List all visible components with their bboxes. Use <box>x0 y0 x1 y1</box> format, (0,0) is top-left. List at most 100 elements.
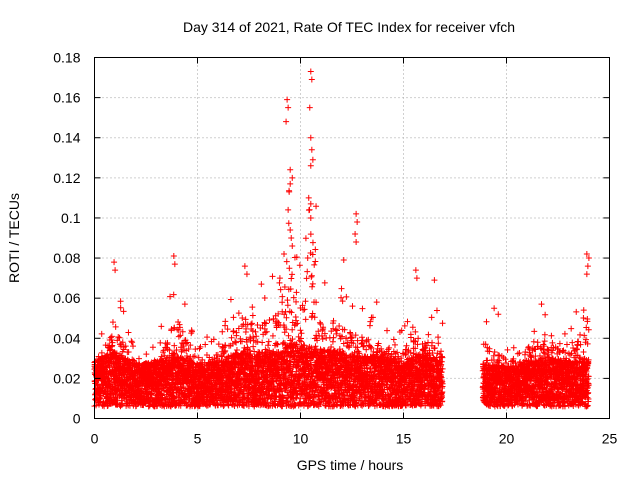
data-point <box>309 239 316 246</box>
data-point <box>281 329 288 336</box>
data-point <box>117 298 124 305</box>
data-point <box>284 302 291 309</box>
data-point <box>249 320 256 327</box>
data-point <box>135 355 142 362</box>
data-point <box>249 304 256 311</box>
data-point <box>157 339 164 346</box>
data-point <box>227 296 234 303</box>
data-point <box>192 346 199 353</box>
data-point <box>132 370 139 377</box>
data-point <box>117 304 124 311</box>
data-point <box>312 258 319 265</box>
data-point <box>252 328 259 335</box>
data-point <box>130 343 137 350</box>
data-point <box>306 206 313 213</box>
data-point <box>230 314 237 321</box>
data-point <box>338 294 345 301</box>
data-point <box>233 339 240 346</box>
data-point <box>308 272 315 279</box>
data-point <box>98 330 105 337</box>
data-point <box>313 203 320 210</box>
data-point <box>329 338 336 345</box>
data-point <box>265 342 272 349</box>
data-point <box>384 327 391 334</box>
chart-title: Day 314 of 2021, Rate Of TEC Index for r… <box>183 19 515 35</box>
data-point <box>122 343 129 350</box>
data-point <box>125 348 132 355</box>
data-point <box>302 298 309 305</box>
data-point <box>303 275 310 282</box>
data-point <box>109 383 116 390</box>
data-point <box>266 317 273 324</box>
data-point <box>297 327 304 334</box>
data-point <box>279 293 286 300</box>
data-point <box>286 265 293 272</box>
data-point <box>92 378 99 385</box>
data-point <box>115 334 122 341</box>
data-point <box>204 334 211 341</box>
data-point <box>128 338 135 345</box>
data-point <box>120 308 127 315</box>
data-point <box>321 279 328 286</box>
data-point <box>309 280 316 287</box>
data-point <box>108 333 115 340</box>
data-point <box>309 283 316 290</box>
data-point <box>125 329 132 336</box>
data-point <box>126 359 133 366</box>
data-point <box>338 285 345 292</box>
data-point <box>230 328 237 335</box>
data-point <box>109 319 116 326</box>
data-point <box>358 334 365 341</box>
data-point <box>222 318 229 325</box>
data-point <box>343 293 350 300</box>
data-point <box>285 220 292 227</box>
data-point <box>249 312 256 319</box>
data-point <box>181 301 188 308</box>
data-point <box>349 303 356 310</box>
data-point <box>175 333 182 340</box>
data-point <box>175 319 182 326</box>
data-point <box>319 336 326 343</box>
data-point <box>250 343 257 350</box>
data-point <box>119 339 126 346</box>
data-point <box>112 323 119 330</box>
data-point <box>311 261 318 268</box>
data-point <box>279 299 286 306</box>
data-point <box>235 310 242 317</box>
data-point <box>261 295 268 302</box>
data-point <box>355 348 362 355</box>
data-point <box>308 273 315 280</box>
data-point <box>296 262 303 269</box>
data-point <box>288 275 295 282</box>
data-point <box>158 323 165 330</box>
data-point <box>302 316 309 323</box>
data-point <box>129 339 136 346</box>
data-point <box>302 235 309 242</box>
data-point <box>312 343 319 350</box>
data-point <box>265 338 272 345</box>
data-point <box>359 305 366 312</box>
data-point <box>391 341 398 348</box>
data-point <box>269 273 276 280</box>
data-point <box>149 344 156 351</box>
data-point <box>339 298 346 305</box>
data-point <box>298 330 305 337</box>
data-point <box>143 351 150 358</box>
data-point <box>188 328 195 335</box>
data-point <box>98 349 105 356</box>
data-point <box>116 334 123 341</box>
data-point <box>109 339 116 346</box>
data-point <box>233 346 240 353</box>
data-point <box>289 271 296 278</box>
data-point <box>293 289 300 296</box>
data-point <box>259 339 266 346</box>
data-point <box>239 315 246 322</box>
data-point <box>390 336 397 343</box>
data-point <box>304 268 311 275</box>
data-point <box>307 231 314 238</box>
data-point <box>316 319 323 326</box>
data-point <box>283 258 290 265</box>
data-points <box>91 68 592 410</box>
data-point <box>284 297 291 304</box>
